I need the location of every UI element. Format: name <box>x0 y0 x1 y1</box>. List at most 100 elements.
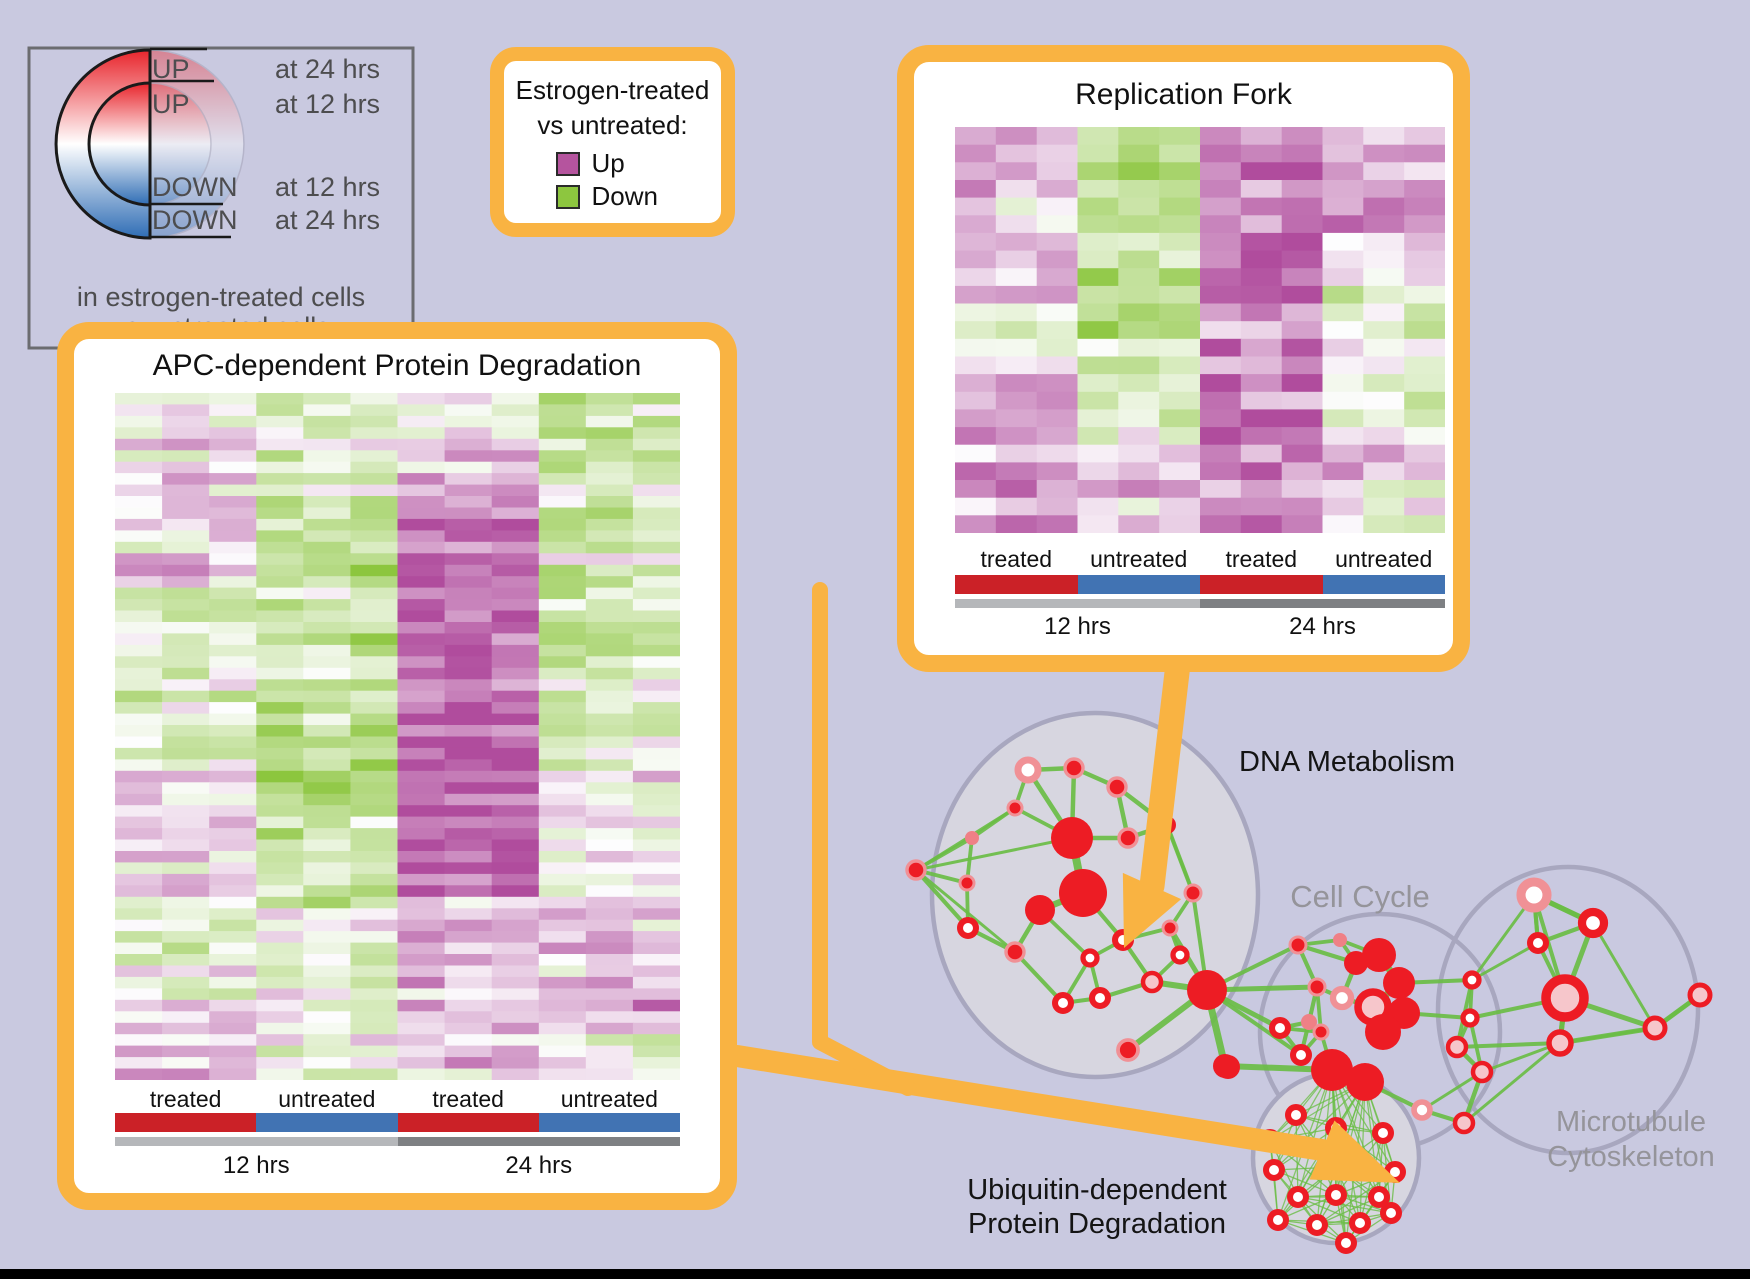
untreated-bar <box>1322 575 1445 594</box>
network-node <box>1362 938 1396 972</box>
network-node <box>1290 1044 1312 1066</box>
up-label: Up <box>591 148 625 179</box>
network-node <box>905 859 927 881</box>
network-edge <box>1297 1069 1333 1198</box>
heatmap-cells <box>955 127 1445 533</box>
network-edge <box>1455 1041 1562 1049</box>
network-node <box>1161 919 1179 937</box>
network-node <box>1527 932 1549 954</box>
time-bar-12hrs <box>115 1137 398 1146</box>
group-label: untreated <box>560 1086 658 1112</box>
network-node <box>1368 1186 1390 1208</box>
time-label: at 12 hrs <box>275 89 380 119</box>
group-label: treated <box>149 1086 222 1112</box>
cluster-label: DNA Metabolism <box>1239 746 1455 778</box>
inner-circle-left <box>87 81 152 207</box>
network-node <box>1470 1060 1494 1084</box>
network-node <box>1285 1104 1307 1126</box>
network-node <box>965 831 979 845</box>
apc-degradation-panel: APC-dependent Protein Degradation treate… <box>57 322 737 1210</box>
direction-legend-footer-1: in estrogen-treated cells <box>77 282 365 312</box>
network-node <box>1306 1214 1328 1236</box>
network-edge <box>1462 1041 1562 1125</box>
network-node <box>1116 1038 1140 1062</box>
up-color-swatch <box>555 151 580 176</box>
color-legend: Estrogen-treated vs untreated: Up Down <box>490 47 735 237</box>
replication-fork-panel: Replication Fork treated untreated treat… <box>897 45 1470 672</box>
group-label: untreated <box>1335 546 1433 572</box>
network-node <box>1346 1063 1384 1101</box>
network-node <box>1516 877 1552 913</box>
time-label-12hrs: 12 hrs <box>1044 613 1111 640</box>
group-label: untreated <box>278 1086 376 1112</box>
network-node <box>1307 977 1327 997</box>
network-node <box>1263 1159 1285 1181</box>
legend-item-up: Up <box>504 147 721 180</box>
time-label: at 24 hrs <box>275 54 380 84</box>
time-label-24hrs: 24 hrs <box>1289 613 1356 640</box>
network-node <box>1106 776 1128 798</box>
network-edge <box>1012 949 1066 1006</box>
network-edge <box>1297 1196 1361 1224</box>
network-edge <box>1420 1070 1484 1112</box>
network-node <box>1333 933 1347 947</box>
arrow-shaft <box>812 582 916 1096</box>
time-bar-24hrs <box>397 1137 680 1146</box>
network-node <box>1170 945 1190 965</box>
dir-label: DOWN <box>152 172 237 202</box>
down-label: Down <box>591 181 658 212</box>
network-node <box>1335 1232 1357 1254</box>
network-edge <box>1558 1026 1657 1045</box>
arrow-head <box>1309 1120 1400 1183</box>
network-node <box>1541 974 1589 1022</box>
untreated-bar <box>538 1113 680 1132</box>
network-node <box>1642 1015 1668 1041</box>
heatmap-cells <box>115 393 680 1080</box>
cluster-label: Cell Cycle <box>1290 879 1430 914</box>
network-edge <box>914 836 1074 872</box>
network-node <box>1006 799 1024 817</box>
network-node <box>1329 985 1355 1011</box>
treated-bar <box>397 1113 539 1132</box>
cluster-label: Ubiquitin-dependent <box>967 1174 1227 1206</box>
cluster-labels: DNA Metabolism Cell Cycle MicrotubuleCytos… <box>967 746 1715 1240</box>
network-node <box>1004 941 1026 963</box>
network-node <box>1365 1014 1401 1050</box>
group-label: treated <box>980 546 1053 572</box>
network-node <box>1460 1008 1480 1028</box>
network-node <box>1267 1209 1289 1231</box>
dir-label: UP <box>152 54 190 84</box>
apc-heatmap <box>115 393 680 1080</box>
network-node <box>1287 1186 1309 1208</box>
network-node <box>958 874 976 892</box>
color-legend-title-line1: Estrogen-treated <box>515 75 710 105</box>
group-label: untreated <box>1090 546 1188 572</box>
network-node <box>1187 970 1227 1010</box>
cluster-label: Protein Degradation <box>968 1208 1226 1240</box>
time-bar-24hrs <box>1200 599 1445 608</box>
treated-bar <box>1200 575 1323 594</box>
dir-label: DOWN <box>152 205 237 235</box>
time-label-12hrs: 12 hrs <box>222 1152 290 1179</box>
network-edge <box>913 867 971 931</box>
network-node <box>1213 1054 1237 1078</box>
network-node <box>1301 1014 1317 1030</box>
cluster-label: Cytoskeleton <box>1547 1141 1715 1173</box>
network-node <box>1349 1212 1371 1234</box>
network-node <box>1052 992 1074 1014</box>
group-label: treated <box>1225 546 1298 572</box>
network-node <box>1383 967 1415 999</box>
untreated-bar <box>256 1113 398 1132</box>
network-edge <box>1480 1041 1562 1074</box>
network-node <box>1372 1122 1394 1144</box>
time-label-24hrs: 24 hrs <box>505 1152 573 1179</box>
network-node <box>957 917 979 939</box>
network-edge <box>1316 1196 1380 1226</box>
network-node <box>1140 970 1164 994</box>
network-node <box>1312 1023 1330 1041</box>
cluster-microtubule-cytoskeleton <box>1435 864 1701 1156</box>
network-node <box>1183 883 1203 903</box>
down-color-swatch <box>555 184 580 209</box>
